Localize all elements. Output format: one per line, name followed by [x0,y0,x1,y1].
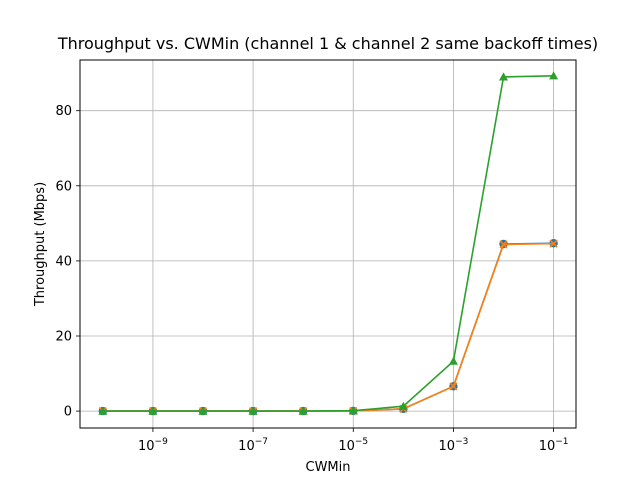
data-point [98,406,108,415]
y-tick-label: 80 [55,104,72,119]
y-tick-label: 0 [64,405,72,420]
data-point [248,406,258,415]
y-tick-label: 20 [55,330,72,345]
y-tick-label: 60 [55,179,72,194]
series-1 [98,239,558,416]
ticks: 10−9 10−7 10−5 10−3 10−1 0 20 40 60 80 [55,104,568,454]
x-tick-label: 10−3 [439,437,469,454]
data-point [298,406,308,415]
series-layer [98,71,559,416]
x-tick-label: 10−1 [539,437,569,454]
data-point [398,401,408,410]
plot-area-frame [79,59,577,429]
chart-title: Throughput vs. CWMin (channel 1 & channe… [57,34,598,53]
x-axis-label: CWMin [306,460,351,475]
series-2 [98,239,558,416]
data-point [549,71,559,80]
series-2-line [102,242,554,412]
data-point [198,406,208,415]
series-3-line [102,74,554,412]
x-tick-label: 10−7 [238,437,268,454]
data-point [549,239,558,248]
data-point [348,406,358,415]
y-axis-label: Throughput (Mbps) [33,182,48,307]
x-tick-label: 10−5 [338,437,368,454]
data-point [449,382,458,391]
series-3 [98,71,559,415]
data-point [448,356,458,365]
data-point [499,72,509,81]
data-point [499,240,508,249]
data-point [148,406,158,415]
series-1-line [102,242,554,412]
x-tick-label: 10−9 [138,437,168,454]
y-tick-label: 40 [55,254,72,269]
